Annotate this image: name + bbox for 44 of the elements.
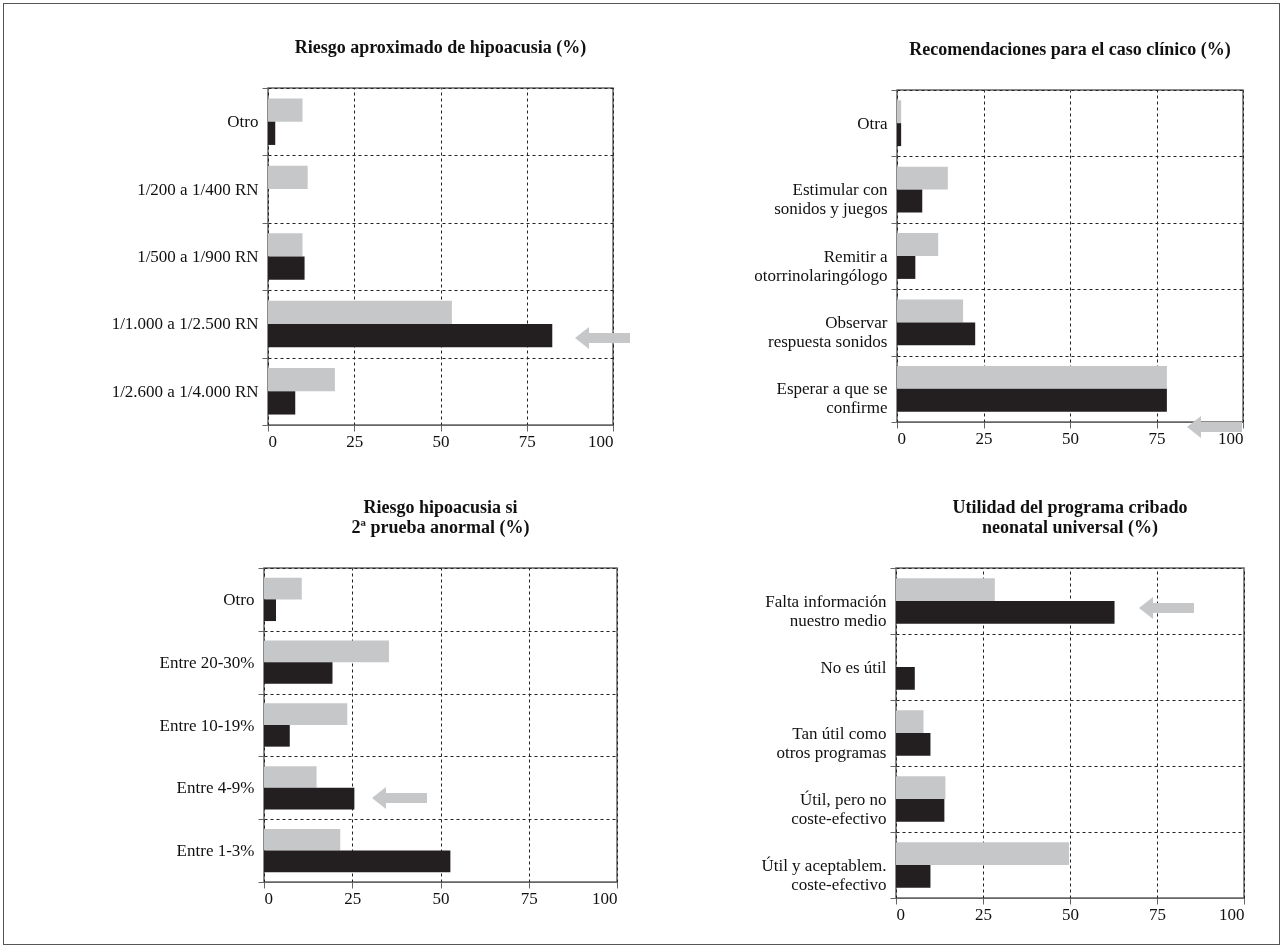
chart-title: Riesgo aproximado de hipoacusia (%): [294, 37, 587, 58]
x-tick-label: 25: [346, 431, 364, 451]
x-tick-label: 0: [268, 431, 277, 451]
chart-title: Recomendaciones para el caso clínico (%): [909, 39, 1231, 60]
y-tick-label: Útil, pero no coste-efectivo: [791, 789, 887, 828]
y-tick-label: 1/500 a 1/900 RN: [137, 247, 259, 266]
x-tick-label: 50: [1062, 428, 1079, 448]
y-tick-label: Observar respuesta sonidos: [768, 312, 888, 351]
y-tick-label: 1/200 a 1/400 RN: [137, 179, 259, 199]
y-tick-label: No es útil: [820, 657, 887, 677]
y-tick-label: Falta información nuestro medio: [765, 591, 887, 630]
x-tick-label: 100: [588, 431, 614, 451]
y-tick-label: Útil y aceptablem. coste-efectivo: [761, 855, 887, 894]
y-tick-label: Entre 4-9%: [176, 778, 255, 798]
x-tick-label: 25: [975, 904, 992, 924]
y-tick-label: 1/2.600 a 1/4.000 RN: [111, 381, 259, 401]
x-tick-label: 75: [520, 888, 538, 908]
y-tick-label: Entre 1-3%: [176, 841, 255, 861]
y-tick-label: Entre 10-19%: [159, 715, 255, 735]
x-tick-label: 50: [1062, 904, 1079, 924]
y-tick-label: Otra: [857, 113, 888, 133]
x-tick-label: 100: [1219, 904, 1245, 924]
y-tick-label: Otro: [227, 112, 259, 132]
y-tick-label: Tan útil como otros programas: [776, 723, 887, 762]
x-tick-label: 25: [975, 428, 993, 448]
x-tick-label: 25: [344, 888, 362, 908]
y-tick-label: Esperar a que se confirme: [776, 379, 888, 418]
y-tick-label: Entre 20-30%: [159, 652, 255, 672]
x-tick-label: 75: [1149, 904, 1166, 924]
x-tick-label: 75: [1148, 428, 1166, 448]
y-tick-label: Otro: [223, 589, 255, 609]
x-tick-label: 0: [897, 428, 906, 448]
x-tick-label: 50: [432, 431, 450, 451]
x-tick-label: 100: [1218, 428, 1244, 448]
y-tick-label: Remitir a otorrinolaringólogo: [754, 246, 888, 285]
x-tick-label: 100: [592, 888, 618, 908]
chart-title: Riesgo hipoacusia si 2ª prueba anormal (%): [351, 497, 530, 538]
y-tick-label: 1/1.000 a 1/2.500 RN: [111, 314, 259, 334]
y-tick-label: Estimular con sonidos y juegos: [774, 180, 888, 219]
x-tick-label: 75: [518, 431, 536, 451]
x-tick-label: 0: [264, 888, 273, 908]
chart-title: Utilidad del programa cribado neonatal universal (%): [952, 497, 1188, 538]
x-tick-label: 50: [432, 888, 450, 908]
x-tick-label: 0: [896, 904, 905, 924]
